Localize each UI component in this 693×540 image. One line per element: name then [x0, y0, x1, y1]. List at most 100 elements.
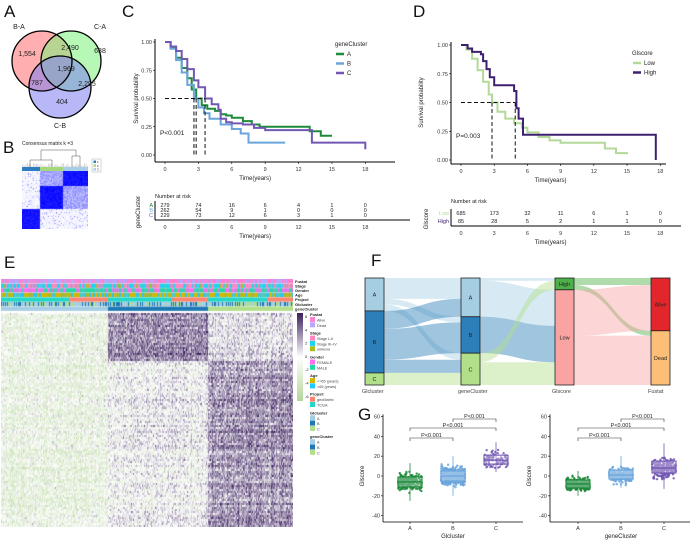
risk-count: 1 — [264, 208, 267, 214]
risk-x-tick-label: 3 — [197, 225, 200, 231]
annotation-row-label: Glcluster — [295, 302, 313, 307]
data-point — [572, 480, 575, 483]
legend-group-title: Age — [310, 373, 318, 378]
sankey-column-title: geneCluster — [458, 389, 488, 395]
y-tick-label: 60 — [541, 414, 547, 420]
y-tick-label: 0.75 — [437, 72, 448, 78]
risk-count: 0 — [330, 208, 333, 214]
p-value-label: P<0.001 — [632, 414, 653, 420]
data-point — [504, 465, 508, 469]
legend-label: Stage III–IV — [317, 342, 337, 346]
y-axis-title: Survival probability — [419, 77, 425, 127]
box-c — [651, 460, 677, 474]
data-point — [453, 482, 456, 485]
venn-region-count: 2,295 — [78, 81, 96, 88]
data-point — [485, 465, 489, 468]
legend-label: FEMALE — [317, 361, 333, 365]
data-point — [499, 456, 503, 459]
risk-y-title: Glscore — [424, 208, 430, 229]
y-tick-label: 1.00 — [437, 43, 448, 49]
data-point — [397, 487, 400, 490]
annotation-row-label: Project — [295, 297, 309, 302]
legend-swatch — [310, 346, 315, 352]
p-value-label: P<0.001 — [589, 433, 610, 439]
x-axis-title: Time(years) — [535, 178, 567, 184]
significance-bracket — [409, 437, 454, 441]
risk-count: 2 — [559, 219, 562, 225]
colorbar-tick-label: 4 — [305, 327, 308, 332]
p-value: P<0.001 — [160, 130, 185, 137]
panel-label-f: F — [371, 251, 381, 270]
data-point — [576, 485, 580, 488]
risk-count: 4 — [297, 203, 300, 209]
data-point — [408, 470, 411, 473]
data-point — [583, 480, 586, 483]
risk-x-tick-label: 12 — [295, 225, 301, 231]
sankey-flow — [384, 359, 461, 373]
data-point — [566, 476, 570, 479]
data-point — [662, 469, 665, 473]
x-axis-title: Glcluster — [441, 534, 465, 540]
risk-table-title: Number at risk — [155, 194, 191, 200]
data-point — [446, 484, 449, 487]
data-point — [443, 466, 447, 470]
risk-count: 85 — [458, 219, 464, 225]
data-point — [628, 479, 631, 482]
data-point — [506, 464, 509, 467]
data-point — [653, 473, 657, 476]
risk-count: 16 — [229, 203, 235, 209]
data-point — [447, 472, 451, 475]
sankey-flow — [480, 280, 555, 326]
km-plot-3: 0.000.250.500.751.000 3 6 9 12 15 18Time(years… — [419, 42, 681, 246]
data-point — [587, 484, 591, 487]
sankey-node-label: B — [469, 333, 473, 339]
consensus-matrix-heatmap — [22, 171, 88, 229]
risk-row-label: C — [149, 213, 153, 219]
data-point — [611, 475, 614, 478]
risk-count: 3 — [297, 213, 300, 219]
legend-group-title: Glcluster — [310, 410, 328, 415]
legend-label: C — [347, 71, 352, 77]
data-point — [457, 481, 460, 485]
data-point — [671, 465, 674, 468]
sankey-node-c — [460, 352, 481, 386]
risk-count: 73 — [195, 213, 201, 219]
data-point — [613, 472, 616, 475]
venn-circle-outline — [40, 30, 102, 92]
data-point — [619, 483, 622, 486]
risk-count: 6 — [264, 203, 267, 209]
data-point — [459, 471, 462, 474]
sankey-flow — [574, 284, 651, 336]
risk-count: 1 — [330, 213, 333, 219]
data-point — [405, 470, 408, 474]
risk-x-tick-label: 15 — [624, 231, 630, 237]
risk-count: 9 — [230, 208, 233, 214]
cluster-bar-1 — [22, 167, 40, 171]
risk-x-tick-label: 9 — [264, 225, 267, 231]
y-tick-label: 0.50 — [437, 101, 448, 107]
sankey-node-c — [364, 372, 385, 386]
sankey-flow — [574, 335, 651, 385]
legend-label: C — [317, 427, 320, 431]
expression-heatmap — [1, 279, 293, 527]
data-point — [631, 467, 635, 470]
y-tick-label: -40 — [539, 514, 547, 520]
x-tick-label: C — [662, 526, 666, 532]
data-point — [496, 448, 500, 452]
data-point — [612, 479, 616, 482]
km-curve-high — [461, 44, 657, 160]
consensus-title: Consensus matrix k =3 — [22, 141, 73, 147]
cluster-bar-3 — [63, 167, 88, 171]
data-point — [444, 476, 447, 479]
sankey-node-label: C — [373, 377, 377, 383]
data-point — [493, 466, 497, 470]
legend-group-title: Gender — [310, 355, 324, 360]
y-tick-label: 20 — [541, 454, 547, 460]
data-point — [671, 461, 674, 465]
data-point — [672, 477, 675, 480]
venn-region-count: 1,554 — [18, 51, 36, 58]
x-axis-title: Time(years) — [239, 176, 271, 182]
